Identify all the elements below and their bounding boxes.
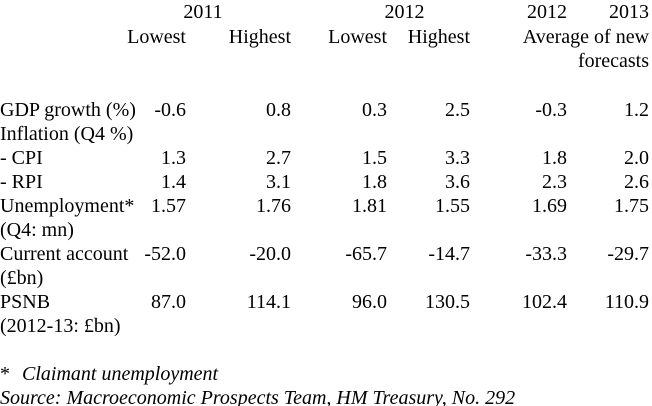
cell-value: -33.3 — [525, 243, 568, 265]
average-of-new-forecasts-header: Average of new forecasts — [522, 26, 650, 72]
row-label: Unemployment* (Q4: mn) — [0, 195, 135, 241]
cell-value: 2.5 — [445, 99, 471, 121]
spacer-row — [0, 73, 652, 98]
cell-value: 1.4 — [161, 171, 186, 193]
cell-value: 87.0 — [151, 291, 186, 313]
cell-value: 2.3 — [542, 171, 568, 193]
cell-value: 102.4 — [522, 291, 568, 313]
cell-value — [470, 122, 567, 146]
year-header-row: 2011 2012 2012 2013 — [0, 0, 652, 25]
cell-value: 2.6 — [624, 171, 650, 193]
cell-value: 1.8 — [362, 171, 388, 193]
cell-value — [567, 122, 652, 146]
cell-value: 2.0 — [624, 147, 650, 169]
cell-value: 110.9 — [604, 291, 650, 313]
cell-value: -14.7 — [428, 243, 471, 265]
row-label: GDP growth (%) — [0, 99, 136, 121]
row-label: - RPI — [0, 171, 43, 193]
cell-value — [387, 122, 470, 146]
avg-year-2013-header: 2013 — [609, 1, 650, 23]
cell-value: -52.0 — [144, 243, 186, 265]
row-unemployment: Unemployment* (Q4: mn) 1.57 1.76 1.81 1.5… — [0, 194, 652, 242]
cell-value: -65.7 — [345, 243, 388, 265]
cell-value: 114.1 — [246, 291, 292, 313]
cell-value: -0.3 — [535, 99, 568, 121]
lowest-2012-header: Lowest — [328, 26, 388, 48]
cell-value: 1.8 — [542, 147, 568, 169]
cell-value: 1.75 — [614, 195, 650, 217]
cell-value: 3.6 — [445, 171, 471, 193]
cell-value: 1.76 — [256, 195, 292, 217]
footnote-claimant: * Claimant unemployment — [0, 362, 652, 386]
footnote-text: Claimant unemployment — [22, 363, 219, 385]
highest-2012-header: Highest — [407, 26, 471, 48]
cell-value: 1.69 — [532, 195, 568, 217]
subheader-row: Lowest Highest Lowest Highest Average of… — [0, 25, 652, 73]
cell-value: -29.7 — [607, 243, 650, 265]
cell-value: 1.55 — [435, 195, 471, 217]
row-rpi: - RPI 1.4 3.1 1.8 3.6 2.3 2.6 — [0, 170, 652, 194]
cell-value: 0.3 — [362, 99, 388, 121]
year-2011-header: 2011 — [183, 1, 223, 23]
asterisk-marker: * — [0, 363, 10, 385]
empty-label-cell — [0, 25, 115, 73]
cell-value — [186, 122, 291, 146]
cell-value: 3.3 — [445, 147, 471, 169]
row-label: PSNB (2012-13: £bn) — [0, 291, 121, 337]
cell-value: -20.0 — [249, 243, 292, 265]
row-cpi: - CPI 1.3 2.7 1.5 3.3 1.8 2.0 — [0, 146, 652, 170]
lowest-2011-header: Lowest — [127, 26, 186, 48]
empty-corner-cell — [0, 0, 115, 25]
source-line: Source: Macroeconomic Prospects Team, HM… — [0, 387, 516, 406]
row-label: Current account (£bn) — [0, 243, 129, 289]
cell-value: 2.7 — [266, 147, 292, 169]
footnotes: * Claimant unemployment Source: Macroecon… — [0, 362, 652, 406]
row-label: - CPI — [0, 147, 43, 169]
avg-year-2012-header: 2012 — [527, 1, 568, 23]
cell-value: 3.1 — [266, 171, 292, 193]
cell-value: 96.0 — [352, 291, 388, 313]
row-label: Inflation (Q4 %) — [0, 123, 134, 145]
cell-value: 0.8 — [266, 99, 292, 121]
highest-2011-header: Highest — [228, 26, 292, 48]
cell-value: 1.3 — [161, 147, 186, 169]
row-psnb: PSNB (2012-13: £bn) 87.0 114.1 96.0 130.5… — [0, 290, 652, 338]
cell-value: 130.5 — [425, 291, 471, 313]
row-inflation: Inflation (Q4 %) — [0, 122, 652, 146]
row-current-account: Current account (£bn) -52.0 -20.0 -65.7 -… — [0, 242, 652, 290]
cell-value: 1.2 — [624, 99, 650, 121]
forecast-table: 2011 2012 2012 2013 Lowest Highest Lowes… — [0, 0, 652, 338]
year-2012-header: 2012 — [384, 1, 425, 23]
cell-value: 1.81 — [352, 195, 388, 217]
cell-value: 1.5 — [362, 147, 388, 169]
cell-value — [291, 122, 387, 146]
row-gdp-growth: GDP growth (%) -0.6 0.8 0.3 2.5 -0.3 1.2 — [0, 98, 652, 122]
cell-value: -0.6 — [154, 99, 186, 121]
cell-value: 1.57 — [151, 195, 186, 217]
